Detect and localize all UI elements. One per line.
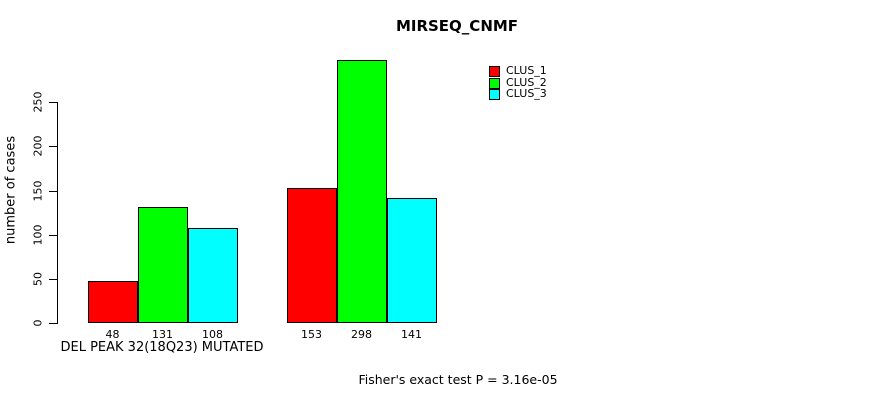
y-tick-label: 50 (31, 271, 45, 286)
bar-value-label: 131 (152, 328, 173, 341)
bar-value-label: 298 (351, 328, 372, 341)
y-axis-line (57, 102, 58, 324)
legend-swatch-clus_3 (489, 89, 500, 101)
bar-clus_3-group2 (386, 198, 437, 323)
y-tick (49, 190, 57, 192)
y-tick-label: 150 (31, 180, 45, 202)
y-tick (49, 323, 57, 324)
y-tick-label: 250 (31, 91, 45, 113)
y-tick (49, 278, 57, 280)
y-axis-label: number of cases (3, 135, 19, 245)
legend-label-clus_2: CLUS_2 (506, 75, 547, 89)
bar-value-label: 153 (301, 328, 322, 341)
y-tick (49, 146, 57, 148)
legend-label-clus_1: CLUS_1 (506, 64, 547, 77)
legend-swatch-clus_1 (489, 66, 500, 77)
bar-clus_2-group2 (336, 59, 387, 323)
y-tick-label: 0 (31, 319, 45, 327)
bar-clus_3-group1 (187, 227, 238, 323)
bar-clus_1-group1 (87, 280, 138, 323)
bar-value-label: 108 (202, 328, 223, 341)
bar-clus_2-group1 (137, 207, 188, 323)
y-tick-label: 200 (31, 135, 45, 157)
legend-swatch-clus_2 (489, 77, 500, 89)
bar-clus_1-group2 (286, 187, 337, 323)
chart-title: MIRSEQ_CNMF (395, 17, 519, 35)
x-axis-label: DEL PEAK 32(18Q23) MUTATED (60, 340, 264, 355)
bar-value-label: 48 (105, 328, 120, 341)
y-tick (49, 234, 57, 236)
y-tick (49, 102, 57, 104)
bar-value-label: 141 (401, 328, 422, 341)
y-tick-label: 100 (31, 224, 45, 246)
fisher-test-annotation: Fisher's exact test P = 3.16e-05 (358, 372, 558, 387)
legend-label-clus_3: CLUS_3 (506, 87, 547, 101)
